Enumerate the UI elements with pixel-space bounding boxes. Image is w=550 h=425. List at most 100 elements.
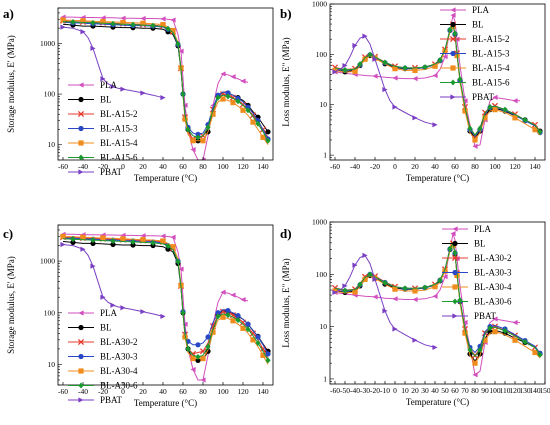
- data-point: [180, 91, 186, 98]
- legend-item: BL-A30-2: [442, 253, 512, 263]
- data-point: [225, 93, 231, 100]
- data-point: [205, 124, 211, 131]
- data-point: [462, 330, 468, 336]
- legend-label: BL-A30-2: [474, 253, 512, 263]
- data-point: [160, 95, 166, 101]
- data-point: [422, 284, 428, 291]
- data-point: [522, 116, 528, 123]
- data-point: [462, 98, 468, 104]
- legend-item: BL-A30-4: [442, 282, 512, 292]
- legend-label: BL-A15-6: [100, 153, 138, 163]
- legend-label: BL: [472, 20, 484, 30]
- legend-label: BL-A15-6: [472, 78, 510, 88]
- legend: PLA BL BL-A15-2 BL-A15-3 BL-A15-4 BL-A15-6 PBA…: [68, 80, 138, 177]
- legend-marker: [450, 50, 456, 57]
- x-tick-label: -20: [370, 162, 380, 171]
- series-line: [63, 233, 249, 381]
- data-point: [467, 125, 473, 132]
- series-line: [62, 23, 269, 142]
- data-point: [220, 71, 226, 77]
- data-point: [178, 48, 184, 54]
- x-tick-label: -20: [98, 387, 108, 396]
- data-point: [372, 73, 378, 79]
- legend-marker: [451, 254, 459, 262]
- data-point: [230, 318, 236, 324]
- plot-frame: [57, 224, 274, 386]
- legend-label: PBAT: [472, 92, 495, 102]
- x-tick-label: 0: [393, 162, 397, 171]
- x-axis-title: Temperature (°C): [406, 173, 469, 183]
- data-point: [215, 313, 221, 320]
- data-point: [265, 137, 271, 144]
- legend-label: PLA: [474, 224, 492, 234]
- data-point: [235, 98, 241, 105]
- data-point: [457, 76, 463, 83]
- data-point: [357, 281, 363, 288]
- data-point: [200, 138, 206, 144]
- legend-marker: [78, 310, 84, 316]
- x-tick-label: 120: [237, 162, 249, 171]
- legend-item: BL-A30-2: [68, 337, 138, 347]
- x-tick-label: 40: [159, 387, 167, 396]
- data-point: [240, 296, 246, 303]
- legend-label: BL-A30-6: [474, 297, 512, 307]
- data-point: [90, 263, 96, 269]
- data-point: [462, 319, 468, 326]
- legend-label: PBAT: [100, 167, 123, 177]
- data-point: [165, 25, 171, 32]
- legend-item: BL-A15-3: [68, 124, 138, 134]
- data-point: [90, 240, 96, 247]
- x-tick-label: 40: [159, 162, 167, 171]
- data-point: [160, 233, 166, 239]
- data-point: [372, 276, 378, 282]
- data-point: [442, 274, 448, 280]
- plot-frame: [57, 7, 274, 161]
- series-BL-A30-6: [62, 236, 271, 364]
- y-axis-title: Storage modulus, E' (MPa): [6, 256, 16, 354]
- data-point: [80, 18, 86, 24]
- data-point: [170, 244, 176, 250]
- plot-area: [331, 12, 543, 149]
- legend-marker: [78, 169, 84, 175]
- data-point: [110, 20, 116, 27]
- x-tick-label: 20: [411, 162, 419, 171]
- x-tick-label: -40: [78, 387, 88, 396]
- data-point: [352, 42, 358, 49]
- series-line: [334, 35, 436, 126]
- data-point: [215, 310, 221, 316]
- data-point: [537, 128, 543, 135]
- legend-marker: [452, 226, 458, 232]
- data-point: [482, 115, 488, 121]
- legend-label: BL-A30-4: [100, 366, 138, 376]
- data-point: [130, 242, 136, 248]
- data-point: [412, 115, 418, 121]
- data-point: [140, 90, 146, 96]
- series-PBAT: [332, 252, 438, 351]
- data-point: [477, 346, 483, 353]
- data-point: [250, 119, 256, 125]
- data-point: [140, 20, 146, 26]
- data-point: [512, 337, 518, 343]
- series-line: [62, 238, 269, 361]
- data-point: [140, 237, 146, 243]
- series-BL-A15-6: [334, 23, 543, 136]
- y-tick-label: 1000: [312, 218, 327, 227]
- data-point: [342, 283, 348, 289]
- data-point: [60, 233, 66, 240]
- legend-marker: [78, 82, 84, 88]
- data-point: [249, 330, 257, 337]
- x-tick-label: 60: [451, 386, 459, 395]
- data-point: [432, 72, 438, 79]
- x-tick-label: 50: [441, 386, 449, 395]
- data-point: [492, 316, 498, 322]
- data-point: [130, 21, 136, 28]
- data-point: [482, 337, 488, 343]
- x-tick-label: 30: [421, 386, 429, 395]
- data-point: [412, 67, 418, 74]
- x-tick-label: 130: [519, 386, 531, 395]
- data-point: [502, 106, 508, 113]
- data-point: [392, 75, 398, 81]
- series-line: [63, 16, 249, 160]
- legend-item: BL: [442, 239, 486, 249]
- data-point: [342, 287, 348, 294]
